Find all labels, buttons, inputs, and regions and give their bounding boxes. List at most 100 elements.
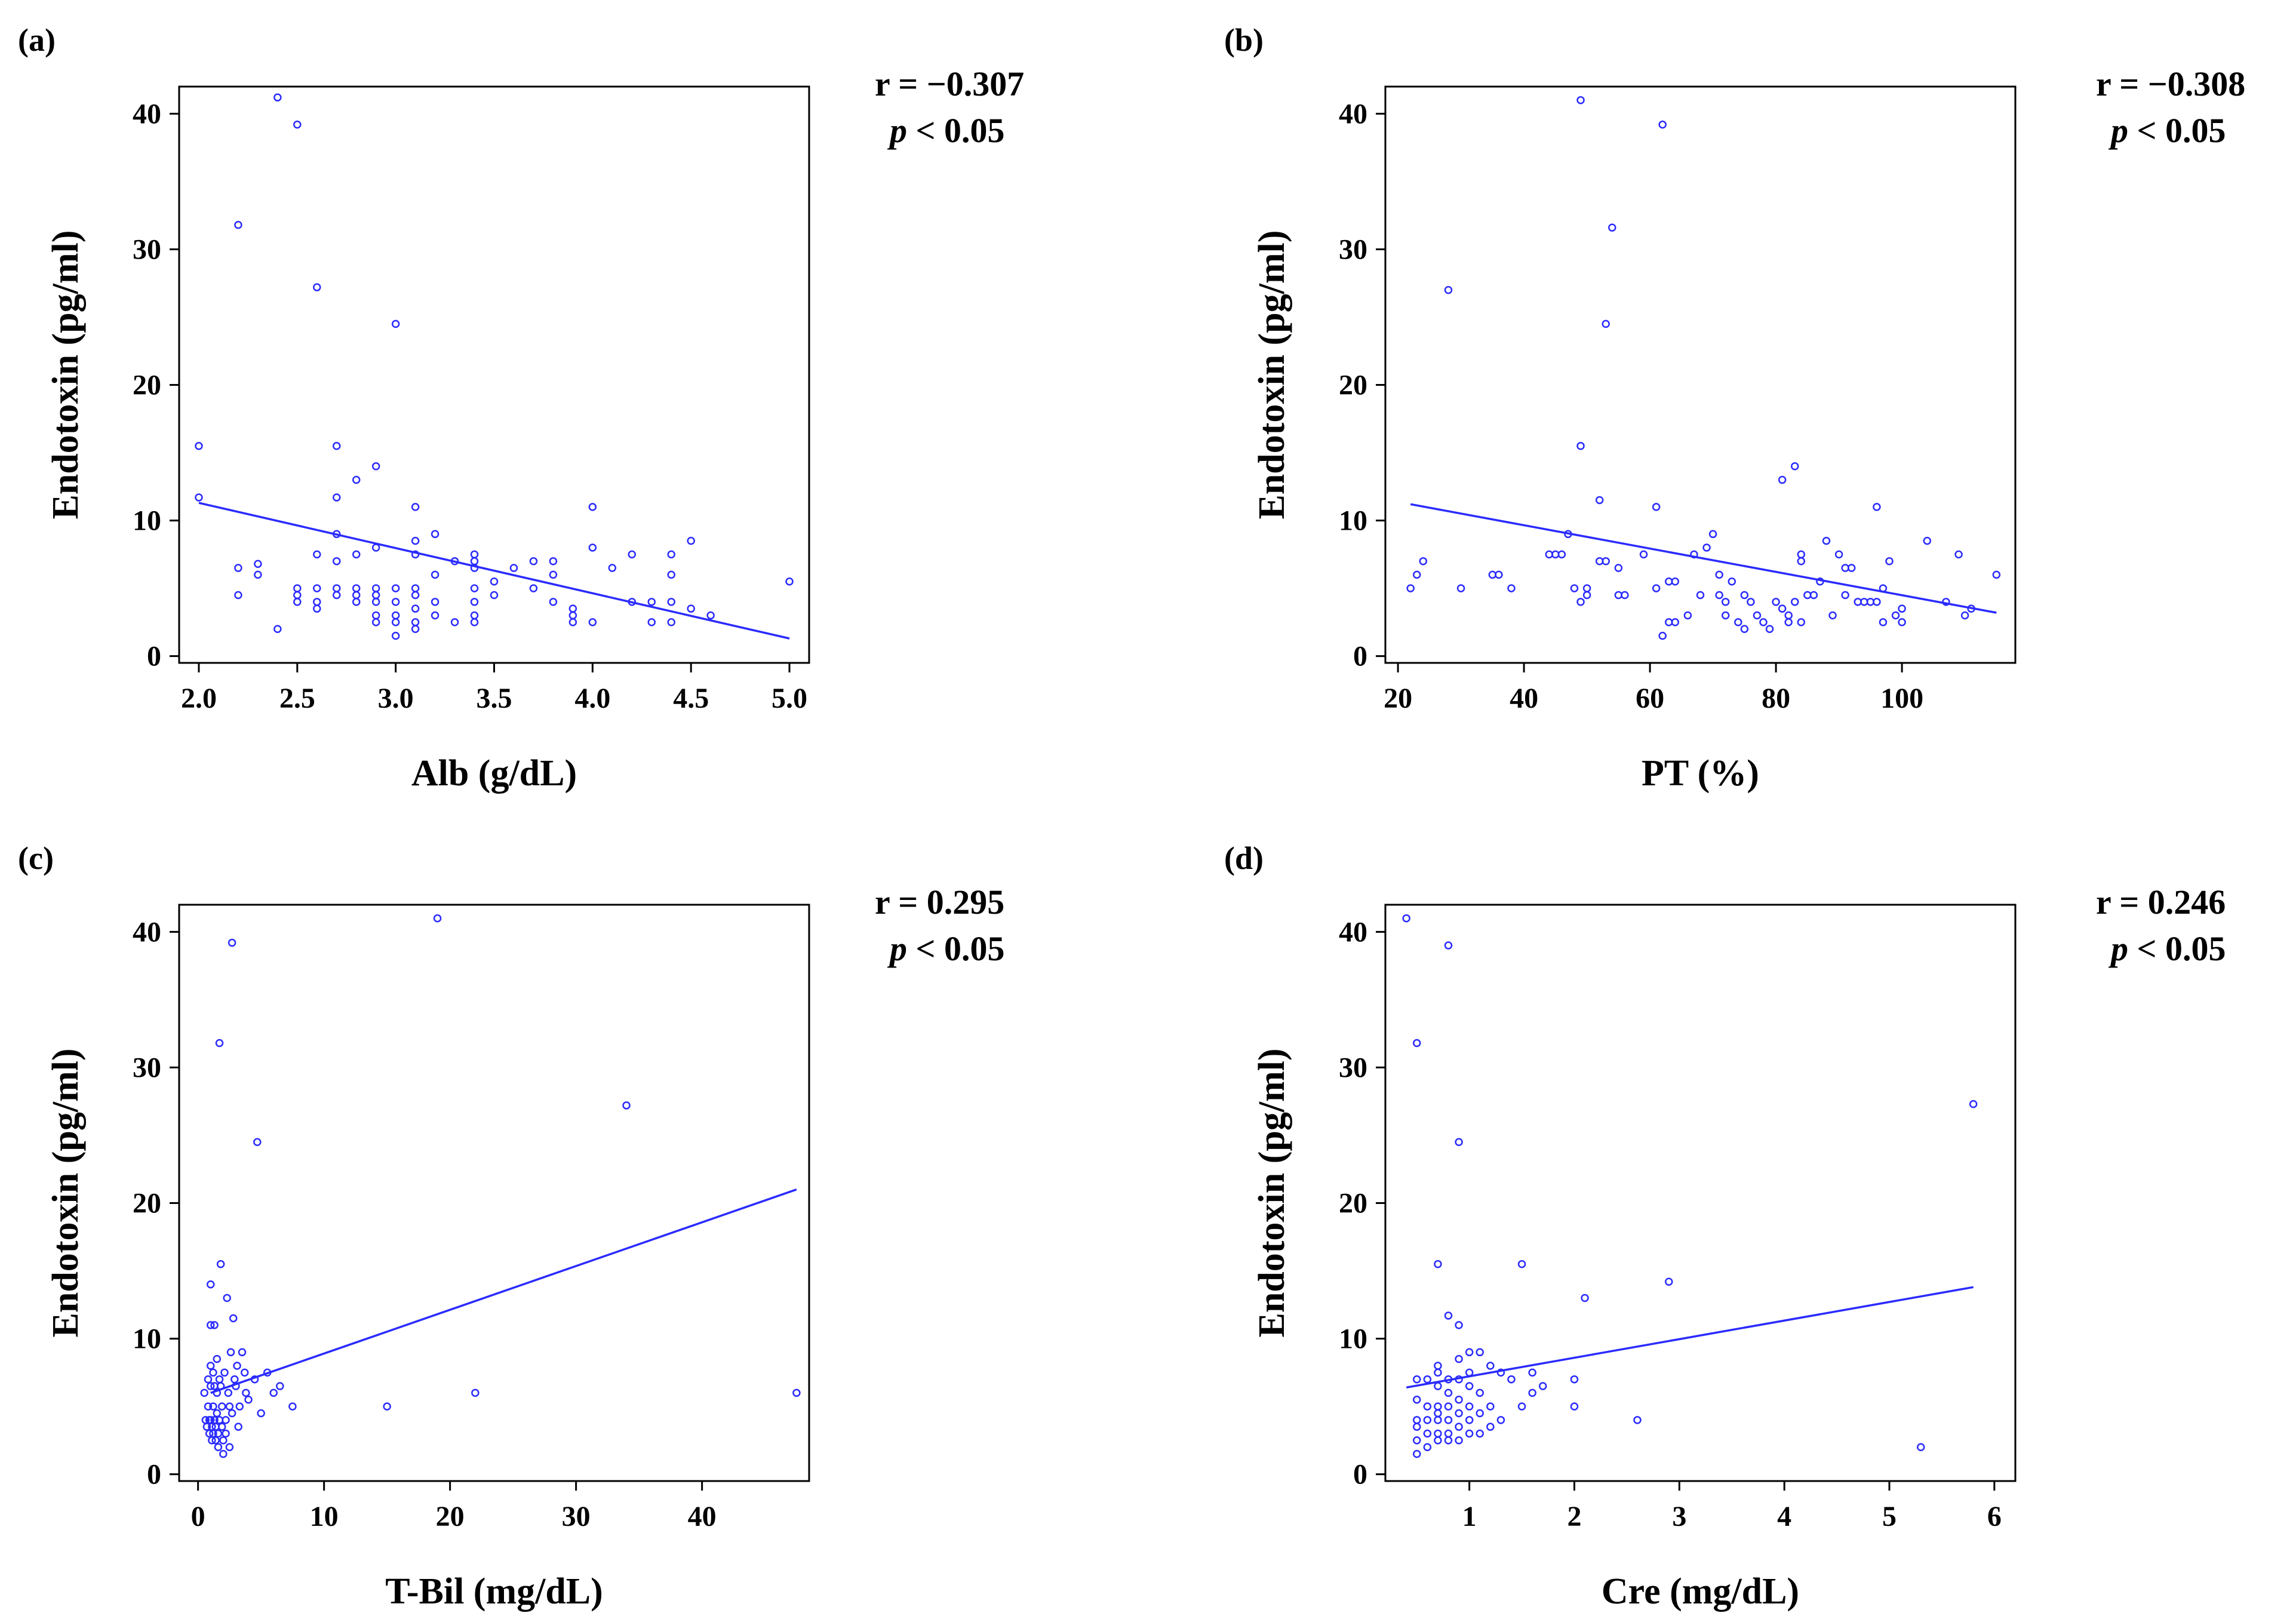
data-point [1784,618,1793,626]
data-point [391,631,400,640]
data-point [1476,1348,1484,1357]
data-point [1576,96,1585,105]
data-point [1434,1436,1442,1445]
data-point [273,625,282,633]
data-point [1702,543,1711,552]
data-point [1728,577,1736,586]
data-point [1891,611,1900,620]
data-point [219,1449,228,1458]
data-point [1708,530,1717,539]
x-tick-label: 3 [1672,1501,1686,1532]
data-point [1528,1388,1536,1397]
data-point [195,493,203,502]
data-point [1898,604,1906,613]
p-symbol: p [887,929,907,968]
data-point [213,1354,222,1363]
p-symbol: p [2108,929,2128,968]
y-tick-label: 40 [133,98,161,130]
data-point [785,577,794,586]
data-point [371,543,380,552]
data-point [222,1429,230,1438]
data-point [431,570,439,579]
data-point [217,1402,226,1411]
data-point [371,584,380,592]
data-point [1465,1416,1474,1424]
data-point [1652,503,1661,511]
y-axis-label: Endotoxin (pg/ml) [45,1048,86,1337]
data-point [333,584,341,592]
plot-frame [178,904,810,1482]
y-tick-label: 30 [133,1052,161,1083]
x-tick-label: 5 [1882,1501,1897,1532]
data-point [1992,570,2001,579]
y-tick-label: 40 [133,916,161,948]
data-point [1740,591,1749,600]
panel-label: (b) [1224,22,1264,58]
x-tick-label: 2.5 [279,683,315,714]
data-point [411,584,420,592]
regression-line [1406,1286,1974,1389]
data-point [257,1409,265,1418]
y-tick-label: 20 [1339,1188,1367,1219]
data-point [1413,1436,1421,1445]
data-point [1528,1368,1536,1377]
data-point [220,1368,229,1377]
data-point [1444,1311,1453,1320]
p-value-label: p < 0.05 [887,929,1005,968]
data-point [195,441,203,450]
data-point [205,1429,214,1438]
data-point [1423,1416,1432,1424]
data-point [391,598,400,606]
data-point [792,1388,801,1397]
data-point [352,584,361,592]
data-point [1898,618,1906,626]
data-point [1778,604,1787,613]
data-point [1539,1382,1547,1390]
data-point [313,584,321,592]
data-point [706,611,715,620]
data-point [207,1321,215,1329]
data-point [352,550,361,559]
x-tick-label: 20 [436,1501,465,1532]
data-point [250,1375,259,1384]
data-point [1602,319,1610,328]
data-point [313,283,321,291]
data-point [214,1443,223,1451]
data-point [1444,1429,1453,1438]
data-point [1582,584,1591,592]
data-point [1595,496,1604,505]
data-point [1434,1362,1442,1370]
data-point [352,475,361,484]
data-point [1455,1436,1463,1445]
x-axis-label: Alb (g/dL) [411,753,577,794]
data-point [1444,1416,1453,1424]
data-point [1423,1375,1432,1384]
panel-label: (d) [1224,840,1264,876]
data-point [263,1368,272,1377]
data-point [1809,591,1818,600]
data-point [1444,941,1453,950]
data-point [391,584,400,592]
data-point [254,560,262,568]
data-point [1419,557,1428,566]
data-point [244,1396,253,1404]
data-point [1413,570,1421,579]
x-tick-label: 100 [1880,683,1923,714]
data-point [1413,1449,1421,1458]
data-point [1570,584,1579,592]
data-point [1507,1375,1516,1384]
y-tick-label: 0 [1353,641,1367,672]
data-point [1517,1259,1526,1268]
data-point [216,1259,225,1268]
data-point [1715,570,1723,579]
data-point [1413,1423,1421,1431]
data-point [217,1423,226,1431]
plot-frame [1384,85,2017,664]
data-point [202,1423,211,1431]
data-point [1652,584,1661,592]
data-point [225,1443,234,1451]
data-point [1570,1375,1579,1384]
data-point [234,220,242,229]
data-point [667,618,675,626]
